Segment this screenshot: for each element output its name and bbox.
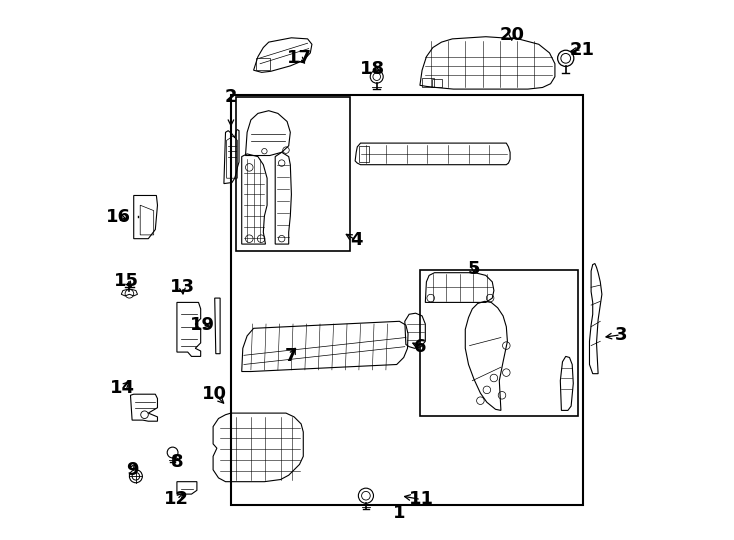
Text: 10: 10 (203, 385, 228, 403)
Bar (231, 94, 583, 505)
Text: 3: 3 (614, 326, 627, 344)
Text: 8: 8 (170, 453, 184, 471)
Bar (359, 146, 368, 162)
Text: 13: 13 (170, 278, 195, 296)
Text: 20: 20 (499, 26, 524, 44)
Text: 12: 12 (164, 490, 189, 509)
Bar (422, 78, 434, 87)
Text: 2: 2 (225, 88, 237, 106)
Text: 16: 16 (106, 208, 131, 226)
Bar (236, 97, 349, 251)
Text: 7: 7 (285, 347, 298, 366)
Text: 11: 11 (409, 490, 434, 509)
Text: 15: 15 (115, 272, 139, 290)
Text: 1: 1 (393, 504, 406, 522)
Text: 9: 9 (126, 461, 138, 479)
Text: 17: 17 (287, 49, 312, 68)
Text: 18: 18 (360, 60, 385, 78)
Bar (256, 58, 270, 70)
Text: 4: 4 (350, 231, 363, 249)
Text: 21: 21 (570, 40, 595, 59)
Text: 19: 19 (190, 316, 215, 334)
Text: 5: 5 (468, 260, 480, 278)
Text: 6: 6 (414, 338, 426, 356)
Bar (420, 270, 578, 416)
Bar (432, 79, 442, 87)
Text: 14: 14 (110, 379, 135, 397)
